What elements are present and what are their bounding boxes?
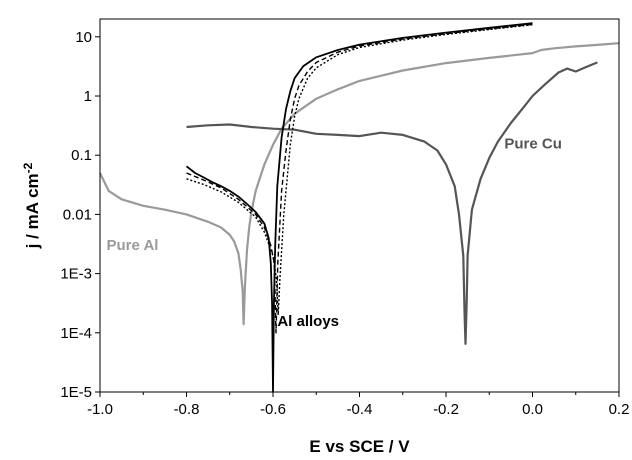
tick-layer: -1.0 -0.8 -0.6 -0.4 -0.2 0.0 0.2 1E-5 1E-4 1E-3 0.… (60, 29, 629, 418)
y-tick-label: 1E-4 (60, 325, 92, 342)
series-line (186, 61, 598, 345)
y-tick-label: 1E-3 (60, 266, 92, 283)
series-line (185, 22, 533, 393)
annotation-layer: Pure Al Pure Cu Al alloys (106, 135, 561, 330)
annotation-label: Pure Al (106, 237, 158, 254)
series-line (186, 23, 533, 334)
y-axis-title-text: j / mA cm (23, 173, 42, 249)
x-tick-label: -0.4 (347, 401, 373, 418)
y-tick-label: 0.01 (63, 206, 92, 223)
y-tick-label: 0.1 (71, 147, 92, 164)
y-tick-label: 1E-5 (60, 384, 92, 401)
y-axis-title-superscript: -2 (21, 162, 35, 173)
annotation-label: Al alloys (277, 313, 339, 330)
series-line (186, 24, 533, 316)
x-axis-title: E vs SCE / V (309, 437, 410, 456)
y-axis-title: j / mA cm-2 (21, 162, 42, 249)
series-layer (99, 22, 620, 393)
plot-frame (99, 18, 620, 393)
x-tick-label: -0.2 (433, 401, 459, 418)
y-tick-label: 10 (75, 29, 92, 46)
annotation-label: Pure Cu (504, 135, 562, 152)
x-tick-label: -0.8 (174, 401, 200, 418)
x-tick-label: 0.2 (609, 401, 630, 418)
x-tick-label: 0.0 (522, 401, 543, 418)
series-line (99, 42, 620, 326)
y-tick-label: 1 (84, 88, 92, 105)
x-tick-label: -0.6 (260, 401, 286, 418)
x-tick-label: -1.0 (87, 401, 113, 418)
